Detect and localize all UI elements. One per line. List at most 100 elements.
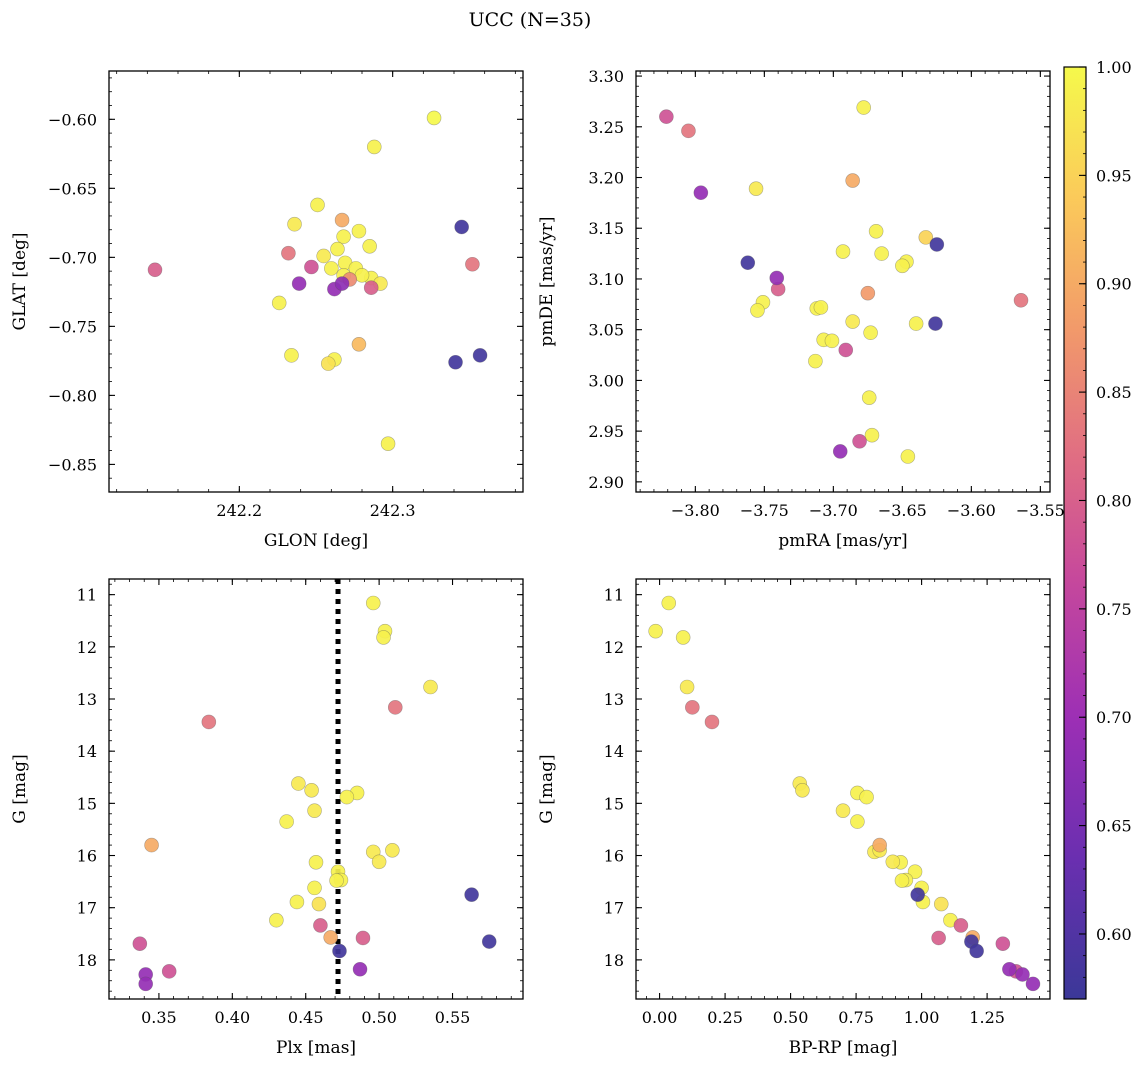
scatter-point: [334, 276, 350, 291]
scatter-point: [704, 714, 720, 730]
y-tick-label: 17: [604, 899, 624, 918]
scatter-point: [291, 776, 306, 791]
x-tick-label: 1.25: [969, 1008, 1005, 1027]
y-tick-label: 11: [604, 586, 624, 605]
scatter-point: [856, 100, 872, 115]
x-tick-label: 0.50: [773, 1008, 809, 1027]
y-tick-label: 3.30: [588, 67, 624, 86]
scatter-point: [385, 843, 400, 858]
colorbar-tick-label: 0.80: [1096, 491, 1132, 510]
scatter-point: [864, 427, 880, 443]
colorbar: 0.60 0.65 0.70 0.75 0.80 0.85 0.90 0.95 1.00: [1063, 58, 1132, 1000]
x-tick-label: 242.2: [216, 501, 262, 520]
x-tick-label: −3.55: [1016, 501, 1065, 520]
scatter-point: [304, 259, 319, 275]
scatter-point: [281, 245, 296, 261]
scatter-point: [910, 887, 925, 902]
scatter-point: [838, 342, 854, 358]
scatter-point: [874, 246, 889, 261]
scatter-point: [860, 285, 876, 301]
y-tick-label: 11: [77, 586, 97, 605]
y-tick-label: 3.10: [588, 270, 624, 289]
y-tick-label: 2.95: [588, 422, 624, 441]
x-tick-label: 242.3: [370, 501, 416, 520]
x-tick-label: 0.50: [361, 1008, 397, 1027]
figure-title: UCC (N=35): [469, 9, 592, 31]
scatter-point: [366, 139, 382, 155]
colorbar-tick-label: 0.95: [1096, 166, 1132, 185]
scatter-point: [900, 449, 916, 464]
scatter-point: [863, 325, 878, 341]
y-tick-label: 16: [604, 847, 624, 866]
colorbar-tick-label: 0.90: [1096, 275, 1132, 294]
minor-ticks: [109, 71, 523, 493]
scatter-point: [918, 230, 934, 245]
y-tick-label: 18: [77, 951, 97, 970]
scatter-point: [363, 280, 379, 296]
scatter-point: [740, 255, 756, 271]
scatter-point: [832, 444, 848, 459]
scatter-point: [931, 930, 946, 946]
y-tick-label: 15: [77, 794, 97, 813]
scatter-point: [661, 595, 677, 611]
colorbar-tick-label: 0.70: [1096, 708, 1132, 727]
y-tick-label: 2.90: [588, 473, 624, 492]
y-tick-label: 13: [77, 690, 97, 709]
scatter-panel-glon-glat: 242.2 242.3 −0.85 −0.80 −0.75 −0.70 −0.65 −0.60…: [10, 70, 524, 551]
scatter-point: [481, 934, 497, 949]
scatter-point: [454, 219, 469, 235]
scatter-point: [316, 248, 331, 264]
scatter-point: [835, 803, 851, 818]
scatter-point: [355, 930, 371, 946]
y-axis-label: G [mag]: [10, 754, 30, 823]
y-tick-label: 15: [604, 794, 624, 813]
scatter-point: [648, 623, 663, 639]
y-tick-label: −0.75: [48, 317, 97, 336]
scatter-point: [1002, 961, 1017, 977]
scatter-point: [365, 595, 381, 611]
scatter-point: [681, 123, 696, 139]
scatter-point: [132, 936, 148, 951]
scatter-point: [835, 244, 851, 259]
scatter-point: [933, 896, 949, 912]
colorbar-gradient: [1063, 66, 1087, 1000]
scatter-point: [284, 348, 299, 363]
scatter-point: [868, 223, 884, 239]
x-axis-label: Plx [mas]: [276, 1038, 356, 1058]
scatter-point: [291, 276, 307, 291]
scatter-point: [308, 855, 324, 870]
scatter-point: [144, 837, 159, 853]
scatter-point: [310, 197, 325, 213]
scatter-point: [287, 216, 302, 232]
y-tick-label: 3.05: [588, 321, 624, 340]
scatter-point: [351, 223, 367, 239]
y-tick-label: −0.85: [48, 455, 97, 474]
y-tick-label: 16: [77, 847, 97, 866]
scatter-point: [311, 896, 327, 912]
y-axis-label: pmDE [mas/yr]: [537, 216, 557, 346]
scatter-point: [289, 894, 305, 910]
y-tick-label: −0.70: [48, 248, 97, 267]
scatter-point: [1013, 292, 1029, 308]
scatter-point: [824, 333, 840, 349]
scatter-point: [324, 261, 339, 276]
scatter-point: [307, 880, 322, 896]
scatter-point: [795, 783, 810, 798]
scatter-point: [380, 436, 396, 451]
x-tick-label: −3.70: [809, 501, 858, 520]
scatter-point: [371, 854, 387, 870]
scatter-point: [426, 110, 442, 126]
y-tick-label: 12: [604, 638, 624, 657]
scatter-point: [679, 679, 695, 695]
scatter-point: [808, 353, 823, 369]
x-tick-label: 0.45: [288, 1008, 324, 1027]
scatter-point: [465, 256, 480, 272]
scatter-point: [885, 854, 901, 870]
scatter-point: [323, 930, 338, 945]
colorbar-tick-label: 0.75: [1096, 600, 1132, 619]
x-tick-label: −3.80: [671, 501, 720, 520]
scatter-panel-plx-g: 0.35 0.40 0.45 0.50 0.55 11 12 13 14 15 16 17 18 Plx …: [10, 578, 524, 1058]
scatter-point: [850, 814, 865, 829]
scatter-point: [161, 964, 177, 979]
scatter-point: [147, 262, 163, 278]
